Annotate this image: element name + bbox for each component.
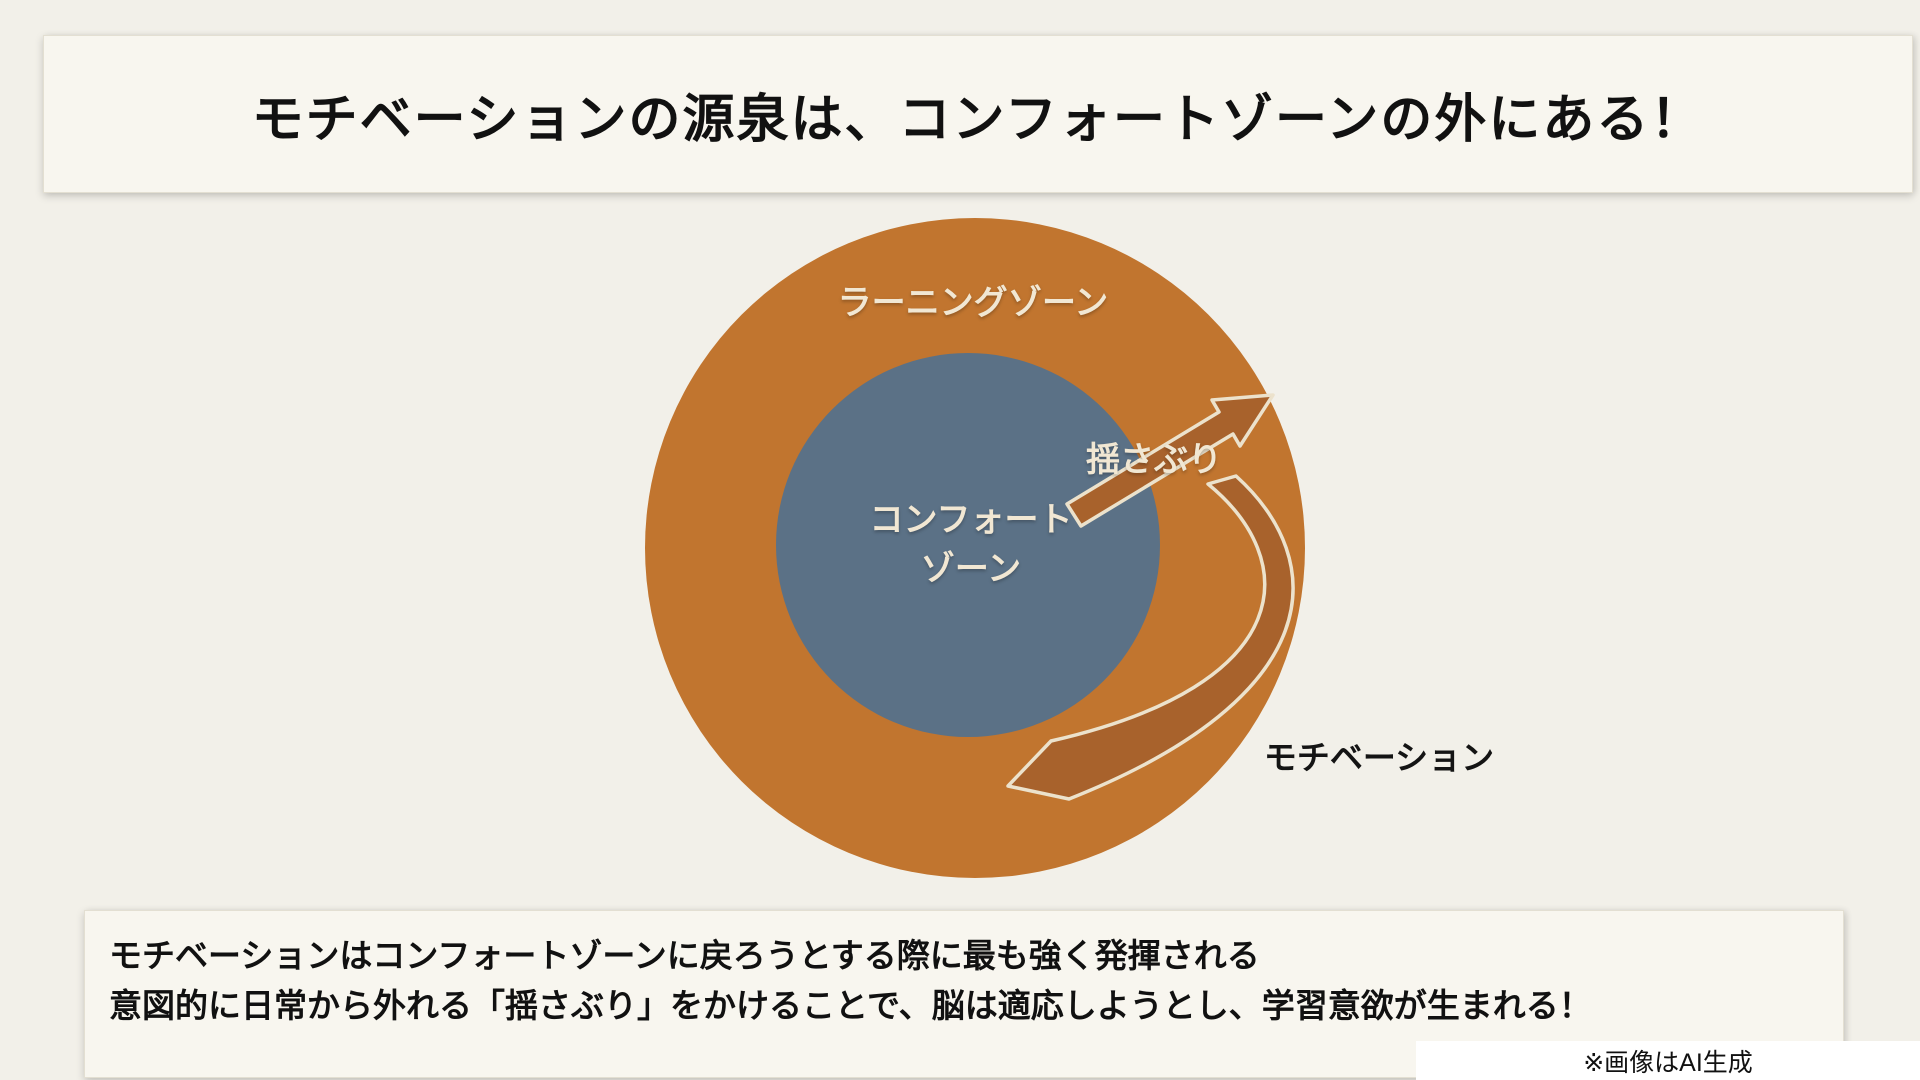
page-title: モチベーションの源泉は、コンフォートゾーンの外にある！ [251, 90, 1705, 149]
motivation-arrow-icon [1006, 474, 1295, 801]
comfort-zone-label: コンフォート ゾーン [771, 496, 1171, 595]
title-panel: モチベーションの源泉は、コンフォートゾーンの外にある！ [43, 35, 1913, 193]
comfort-zone-circle [776, 353, 1160, 737]
learning-zone-label: ラーニングゾーン [837, 284, 1109, 322]
summary-line-1: モチベーションはコンフォートゾーンに戻ろうとする際に最も強く発揮される [109, 937, 1260, 974]
comfort-zone-label-line2: ゾーン [920, 550, 1022, 589]
comfort-zone-label-line1: コンフォート [869, 501, 1073, 539]
summary-line-2: 意図的に日常から外れる「揺さぶり」をかけることで、脳は適応しようとし、学習意欲が… [109, 986, 1592, 1024]
footnote-bar: ※画像はAI生成 [1416, 1041, 1920, 1080]
shake-arrow-icon [1065, 393, 1275, 528]
footnote-text: ※画像はAI生成 [1583, 1048, 1753, 1077]
motivation-arrow-label: モチベーション [1263, 739, 1495, 776]
shake-arrow-label: 揺さぶり [1086, 441, 1222, 479]
